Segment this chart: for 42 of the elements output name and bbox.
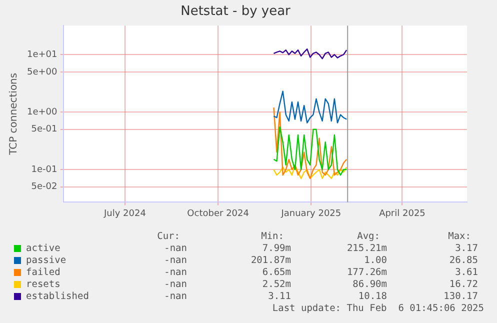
- text: -nan: [164, 267, 187, 278]
- text: 16.72: [449, 279, 478, 290]
- y-axis-title: TCP connections: [8, 72, 20, 156]
- text: Last update: Thu Feb 6 01:45:06 2025: [272, 303, 484, 314]
- chart-title: Netstat - by year: [180, 4, 292, 20]
- y-tick-label: 5e+00: [26, 67, 58, 78]
- legend-label: failed: [26, 267, 60, 278]
- text: 7.99m: [262, 243, 291, 254]
- text: 177.26m: [346, 267, 387, 278]
- text: Max:: [448, 231, 471, 242]
- text: 6.65m: [262, 267, 291, 278]
- text: 26.85: [449, 255, 478, 266]
- text: 130.17: [444, 291, 478, 302]
- text: 3.17: [455, 243, 478, 254]
- text: 2.52m: [262, 279, 291, 290]
- text: 3.61: [455, 267, 478, 278]
- legend-label: resets: [26, 279, 60, 290]
- y-tick-label: 1e+01: [26, 50, 58, 60]
- text: 86.90m: [352, 279, 387, 290]
- text: 3.11: [268, 291, 291, 302]
- x-tick-label: April 2025: [379, 208, 426, 219]
- legend-label: active: [26, 243, 60, 254]
- legend-label: established: [26, 291, 89, 302]
- x-tick-label: January 2025: [280, 208, 342, 219]
- y-tick-label: 1e-01: [31, 164, 58, 175]
- text: Min:: [261, 231, 284, 242]
- text: -nan: [164, 291, 187, 302]
- text: Cur:: [157, 231, 180, 242]
- text: -nan: [164, 255, 187, 266]
- text: 10.18: [358, 291, 387, 302]
- y-tick-label: 1e+00: [26, 107, 58, 118]
- y-tick-label: 5e-02: [31, 182, 58, 192]
- x-tick-label: October 2024: [187, 208, 250, 219]
- text: -nan: [164, 279, 187, 290]
- text: Avg:: [357, 231, 380, 242]
- text: -nan: [164, 243, 187, 254]
- text: 215.21m: [346, 243, 387, 254]
- legend-label: passive: [26, 255, 66, 266]
- x-tick-label: July 2024: [103, 208, 146, 219]
- y-tick-label: 5e-01: [31, 124, 58, 135]
- text: 1.00: [364, 255, 387, 266]
- text: 201.87m: [250, 255, 291, 266]
